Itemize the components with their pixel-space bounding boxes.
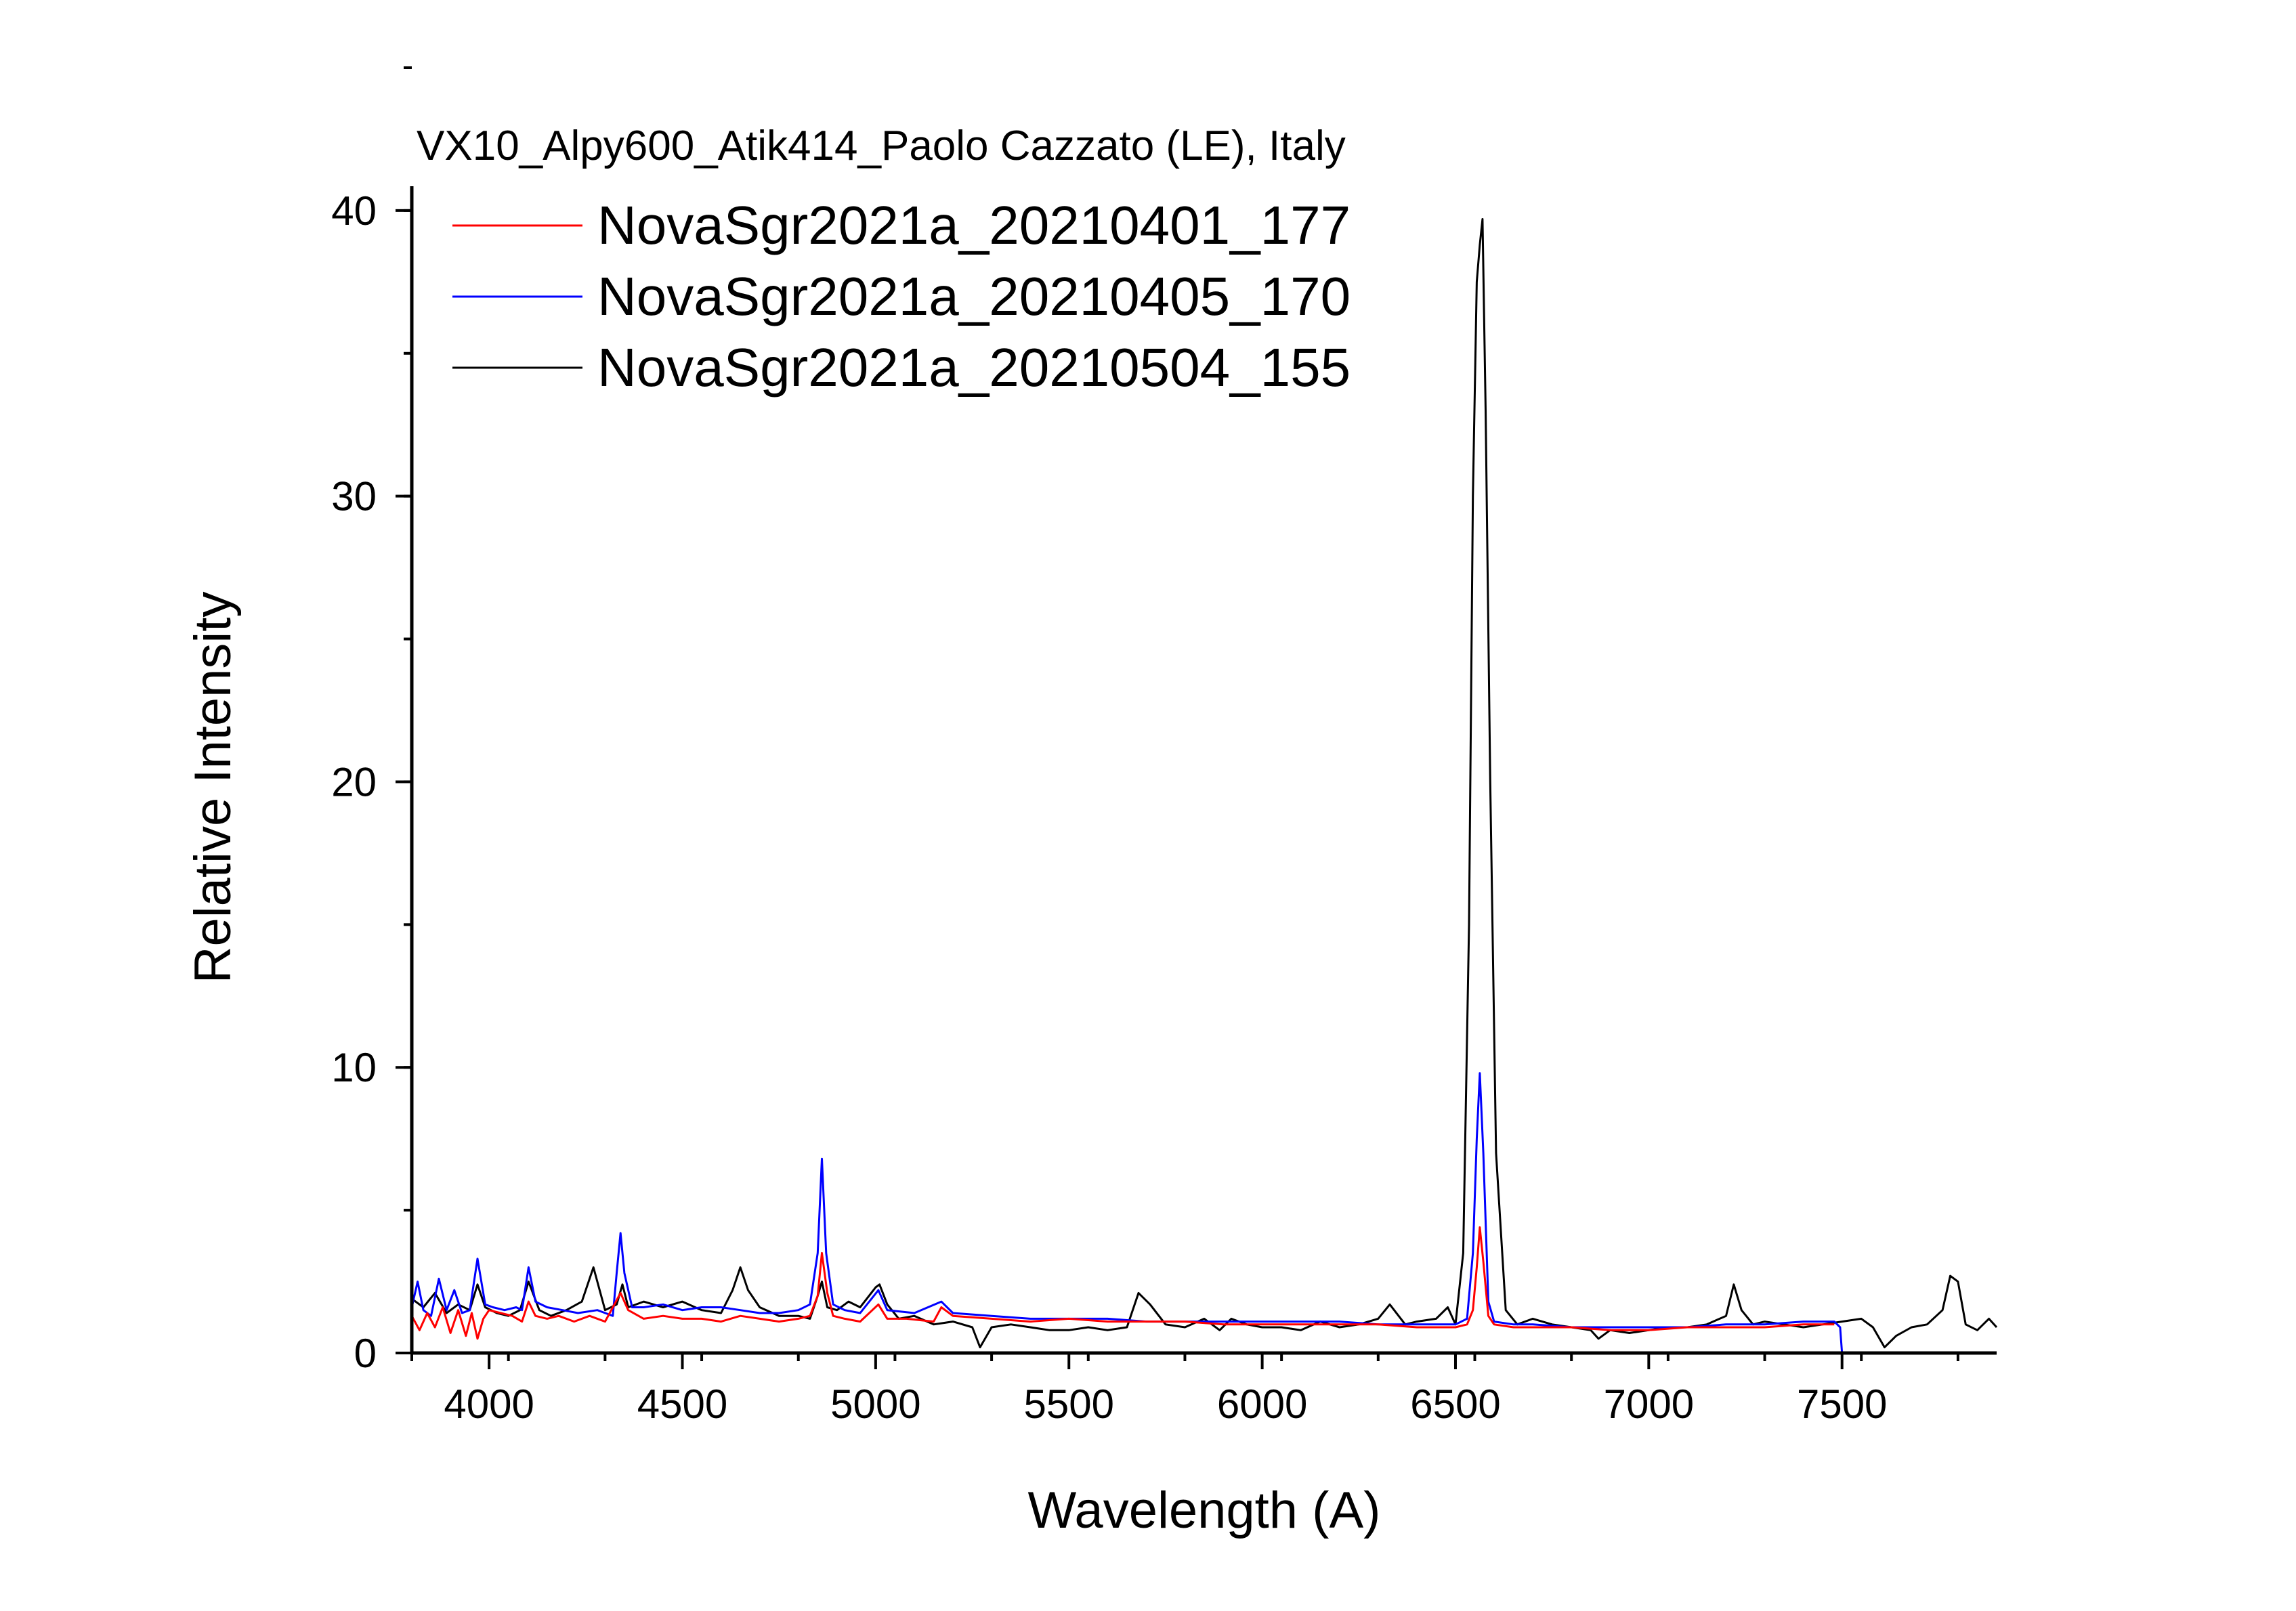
series-layer (410, 218, 1998, 1354)
y-tick-label: 20 (331, 759, 377, 804)
y-tick-label: 30 (331, 474, 377, 519)
y-ticks: 0 10 20 30 40 (331, 66, 412, 1376)
legend: NovaSgr2021a_20210401_177 NovaSgr2021a_2… (452, 195, 1351, 398)
y-axis-title: Relative Intensity (184, 592, 242, 984)
y-tick-label: 10 (331, 1045, 377, 1090)
x-tick-label: 4000 (444, 1381, 534, 1427)
chart-title: VX10_Alpy600_Atik414_Paolo Cazzato (LE),… (417, 123, 1346, 169)
x-ticks: 4000 4500 5000 5500 6000 6500 7000 7500 (410, 1353, 1959, 1427)
series-line-1 (410, 1226, 1835, 1340)
series-line-3 (411, 218, 1998, 1349)
x-tick-label: 7000 (1604, 1381, 1694, 1427)
axes (410, 186, 1997, 1355)
series-line-2 (410, 1072, 1844, 1354)
legend-label: NovaSgr2021a_20210504_155 (597, 337, 1351, 398)
y-tick-label: 0 (354, 1331, 377, 1376)
legend-label: NovaSgr2021a_20210405_170 (597, 266, 1351, 326)
legend-item: NovaSgr2021a_20210504_155 (452, 337, 1351, 398)
x-tick-label: 4500 (637, 1381, 727, 1427)
legend-item: NovaSgr2021a_20210405_170 (452, 266, 1351, 326)
x-tick-label: 5000 (830, 1381, 920, 1427)
legend-label: NovaSgr2021a_20210401_177 (597, 195, 1351, 255)
legend-item: NovaSgr2021a_20210401_177 (452, 195, 1351, 255)
y-tick-label: 40 (331, 188, 377, 234)
x-tick-label: 6000 (1217, 1381, 1307, 1427)
x-tick-label: 7500 (1797, 1381, 1887, 1427)
x-tick-label: 5500 (1024, 1381, 1114, 1427)
x-tick-label: 6500 (1410, 1381, 1500, 1427)
x-axis-title: Wavelength (A) (1028, 1482, 1381, 1539)
